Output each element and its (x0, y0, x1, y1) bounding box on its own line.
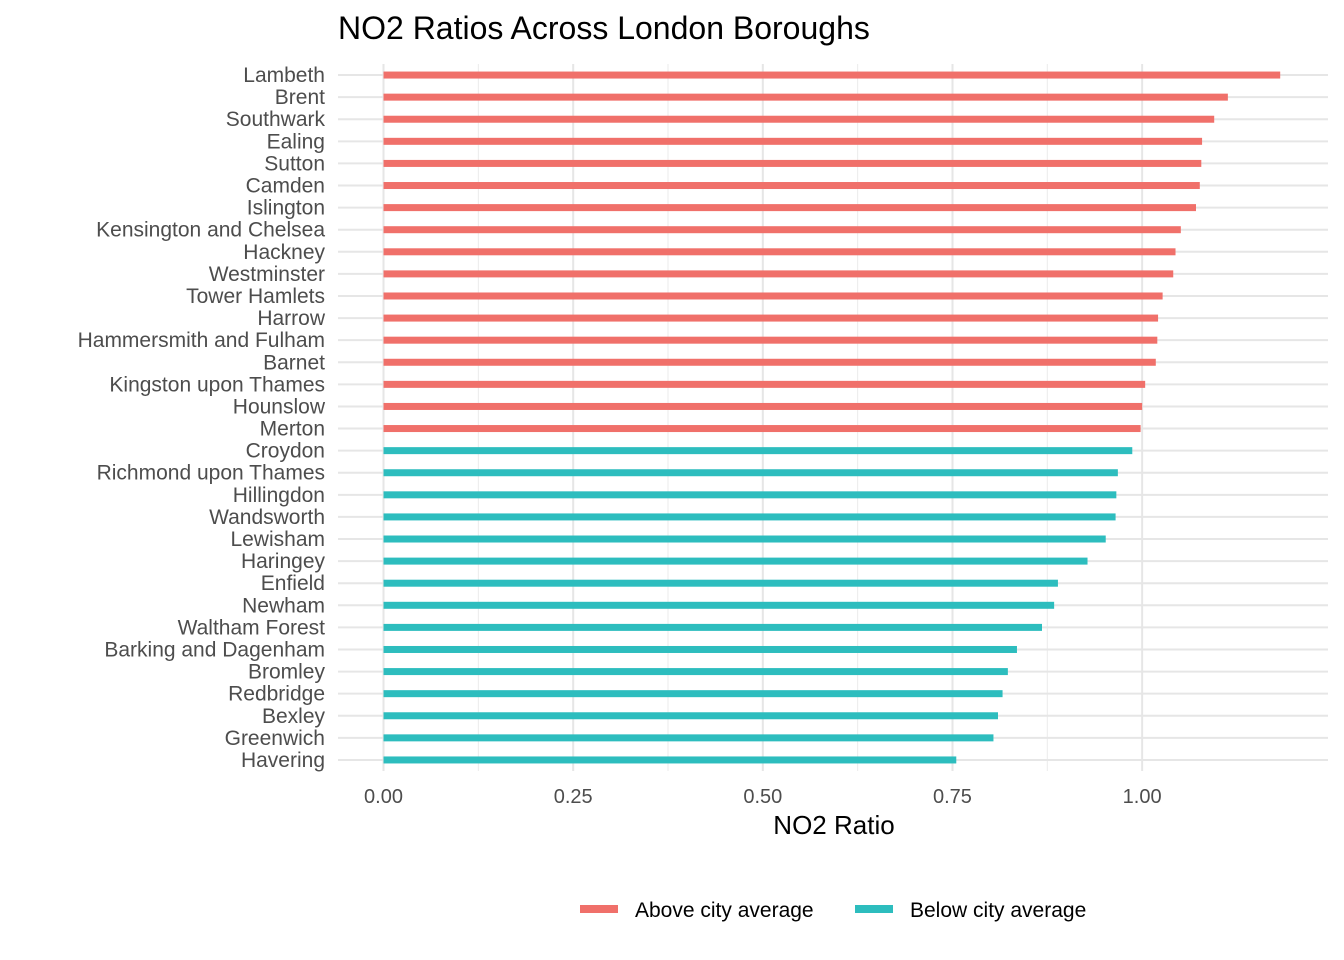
y-tick-label: Richmond upon Thames (97, 462, 325, 485)
y-tick-label: Sutton (264, 152, 325, 175)
bar (383, 358, 1156, 366)
y-tick-label: Lewisham (230, 528, 325, 551)
bar (383, 248, 1176, 256)
y-tick-label: Ealing (267, 130, 325, 153)
y-tick-label: Barking and Dagenham (104, 638, 325, 661)
bar (383, 204, 1197, 212)
bar (383, 137, 1203, 145)
bar (383, 535, 1106, 543)
bar (383, 601, 1055, 609)
y-tick-label: Havering (241, 749, 325, 772)
legend-swatch (580, 905, 618, 913)
y-tick-label: Croydon (246, 440, 325, 463)
y-tick-label: Bexley (262, 705, 326, 728)
bar (383, 380, 1146, 388)
x-tick-label: 0.00 (364, 786, 403, 808)
y-tick-label: Hackney (243, 241, 325, 264)
bar (383, 557, 1088, 565)
y-tick-label: Brent (275, 86, 325, 109)
y-tick-label: Newham (242, 594, 325, 617)
x-axis-title: NO2 Ratio (773, 810, 894, 840)
y-tick-label: Lambeth (243, 64, 325, 87)
bar (383, 579, 1058, 587)
bar (383, 93, 1228, 101)
y-tick-label: Westminster (209, 263, 325, 286)
bar (383, 226, 1181, 234)
bar (383, 645, 1017, 653)
x-tick-label: 1.00 (1123, 786, 1162, 808)
y-tick-label: Merton (260, 418, 325, 441)
y-tick-label: Bromley (248, 661, 326, 684)
bar (383, 71, 1281, 79)
y-tick-label: Tower Hamlets (186, 285, 325, 308)
bar (383, 513, 1116, 521)
x-tick-label: 0.75 (933, 786, 972, 808)
bar (383, 712, 999, 720)
bar (383, 425, 1141, 433)
chart-title: NO2 Ratios Across London Boroughs (338, 10, 870, 46)
bars (383, 71, 1281, 764)
bar (383, 159, 1202, 167)
bar (383, 115, 1215, 123)
legend-swatch (855, 905, 893, 913)
y-tick-labels: LambethBrentSouthwarkEalingSuttonCamdenI… (78, 64, 326, 772)
y-tick-label: Hounslow (233, 395, 326, 418)
legend: Above city average Below city average (580, 899, 1086, 922)
y-tick-label: Redbridge (228, 683, 325, 706)
y-tick-label: Barnet (263, 351, 325, 374)
y-tick-label: Camden (246, 175, 325, 198)
y-tick-label: Southwark (226, 108, 326, 131)
bar (383, 491, 1117, 499)
y-tick-label: Hammersmith and Fulham (78, 329, 325, 352)
bar (383, 756, 957, 764)
x-tick-label: 0.25 (554, 786, 593, 808)
bar (383, 292, 1163, 300)
bar (383, 690, 1003, 698)
bar (383, 336, 1158, 344)
bar (383, 314, 1159, 322)
x-tick-label: 0.50 (743, 786, 782, 808)
bar (383, 402, 1143, 410)
y-tick-label: Kensington and Chelsea (96, 219, 325, 242)
y-tick-label: Wandsworth (209, 506, 325, 529)
bar (383, 182, 1200, 190)
bar (383, 623, 1043, 631)
y-tick-label: Greenwich (225, 727, 325, 750)
bar (383, 734, 994, 742)
bar (383, 270, 1174, 278)
y-tick-label: Islington (247, 197, 325, 220)
y-tick-label: Waltham Forest (178, 616, 326, 639)
y-tick-label: Kingston upon Thames (109, 373, 325, 396)
x-tick-labels: 0.00 0.25 0.50 0.75 1.00 (364, 786, 1162, 808)
y-tick-label: Hillingdon (233, 484, 325, 507)
y-tick-label: Haringey (241, 550, 326, 573)
y-tick-label: Harrow (257, 307, 326, 330)
legend-label: Below city average (910, 899, 1086, 922)
grid (338, 64, 1328, 771)
y-tick-label: Enfield (261, 572, 325, 595)
bar (383, 469, 1118, 477)
legend-label: Above city average (635, 899, 814, 922)
bar (383, 447, 1133, 455)
bar (383, 668, 1008, 676)
